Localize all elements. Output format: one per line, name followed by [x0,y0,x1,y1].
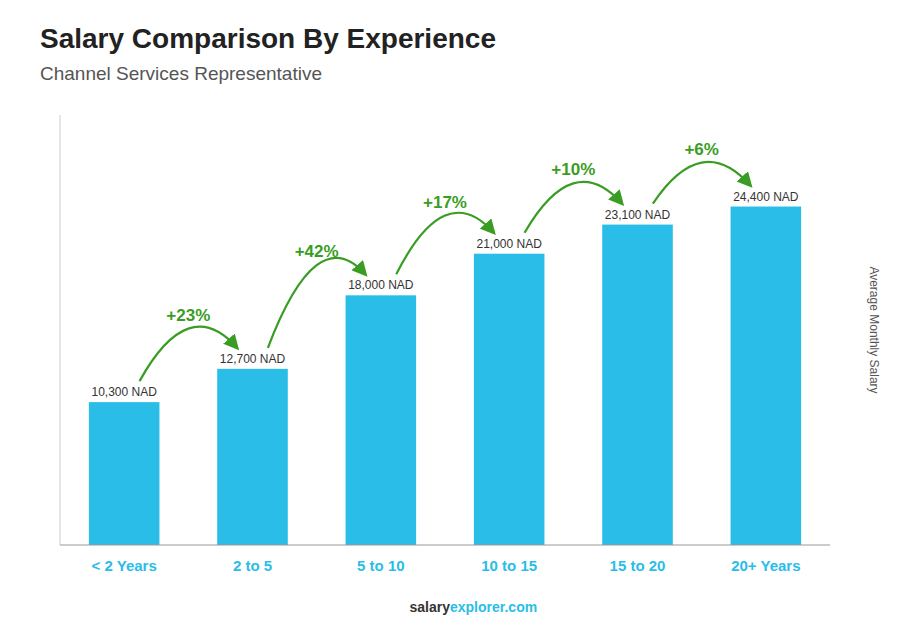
x-tick-label: 15 to 20 [610,557,666,574]
data-label: 24,400 NAD [733,190,799,204]
growth-label: +17% [423,193,467,212]
bar [346,295,417,545]
data-label: 18,000 NAD [348,278,414,292]
bar [474,254,545,545]
data-label: 10,300 NAD [91,385,157,399]
footer: salary [410,599,451,615]
growth-arc [140,327,238,381]
data-label: 12,700 NAD [220,352,286,366]
growth-label: +6% [684,140,719,159]
chart-container: Salary Comparison By Experience Channel S… [0,0,900,641]
growth-arc [268,258,366,348]
chart: Salary Comparison By Experience Channel S… [0,0,900,641]
x-axis [60,545,830,546]
data-label: 23,100 NAD [605,208,671,222]
x-tick-label: 20+ Years [731,557,800,574]
bar [602,225,673,545]
bar [217,369,288,545]
bar [89,402,160,545]
bar [731,207,802,545]
growth-arc [653,162,751,204]
footer: explorer.com [450,599,537,615]
data-label: 21,000 NAD [476,237,542,251]
x-tick-label: 5 to 10 [357,557,405,574]
growth-label: +23% [166,306,210,325]
growth-arc [396,213,494,275]
y-axis [60,115,61,545]
growth-arc [525,182,623,233]
growth-label: +10% [551,160,595,179]
x-tick-label: < 2 Years [92,557,157,574]
y-axis-label: Average Monthly Salary [867,266,881,393]
x-tick-label: 10 to 15 [481,557,537,574]
title: Salary Comparison By Experience [40,23,496,54]
bars [89,207,801,545]
growth-label: +42% [295,242,339,261]
subtitle: Channel Services Representative [40,63,322,84]
growth-annotations: +23% +42% +17% +10% +6% [140,140,751,382]
x-tick-label: 2 to 5 [233,557,272,574]
